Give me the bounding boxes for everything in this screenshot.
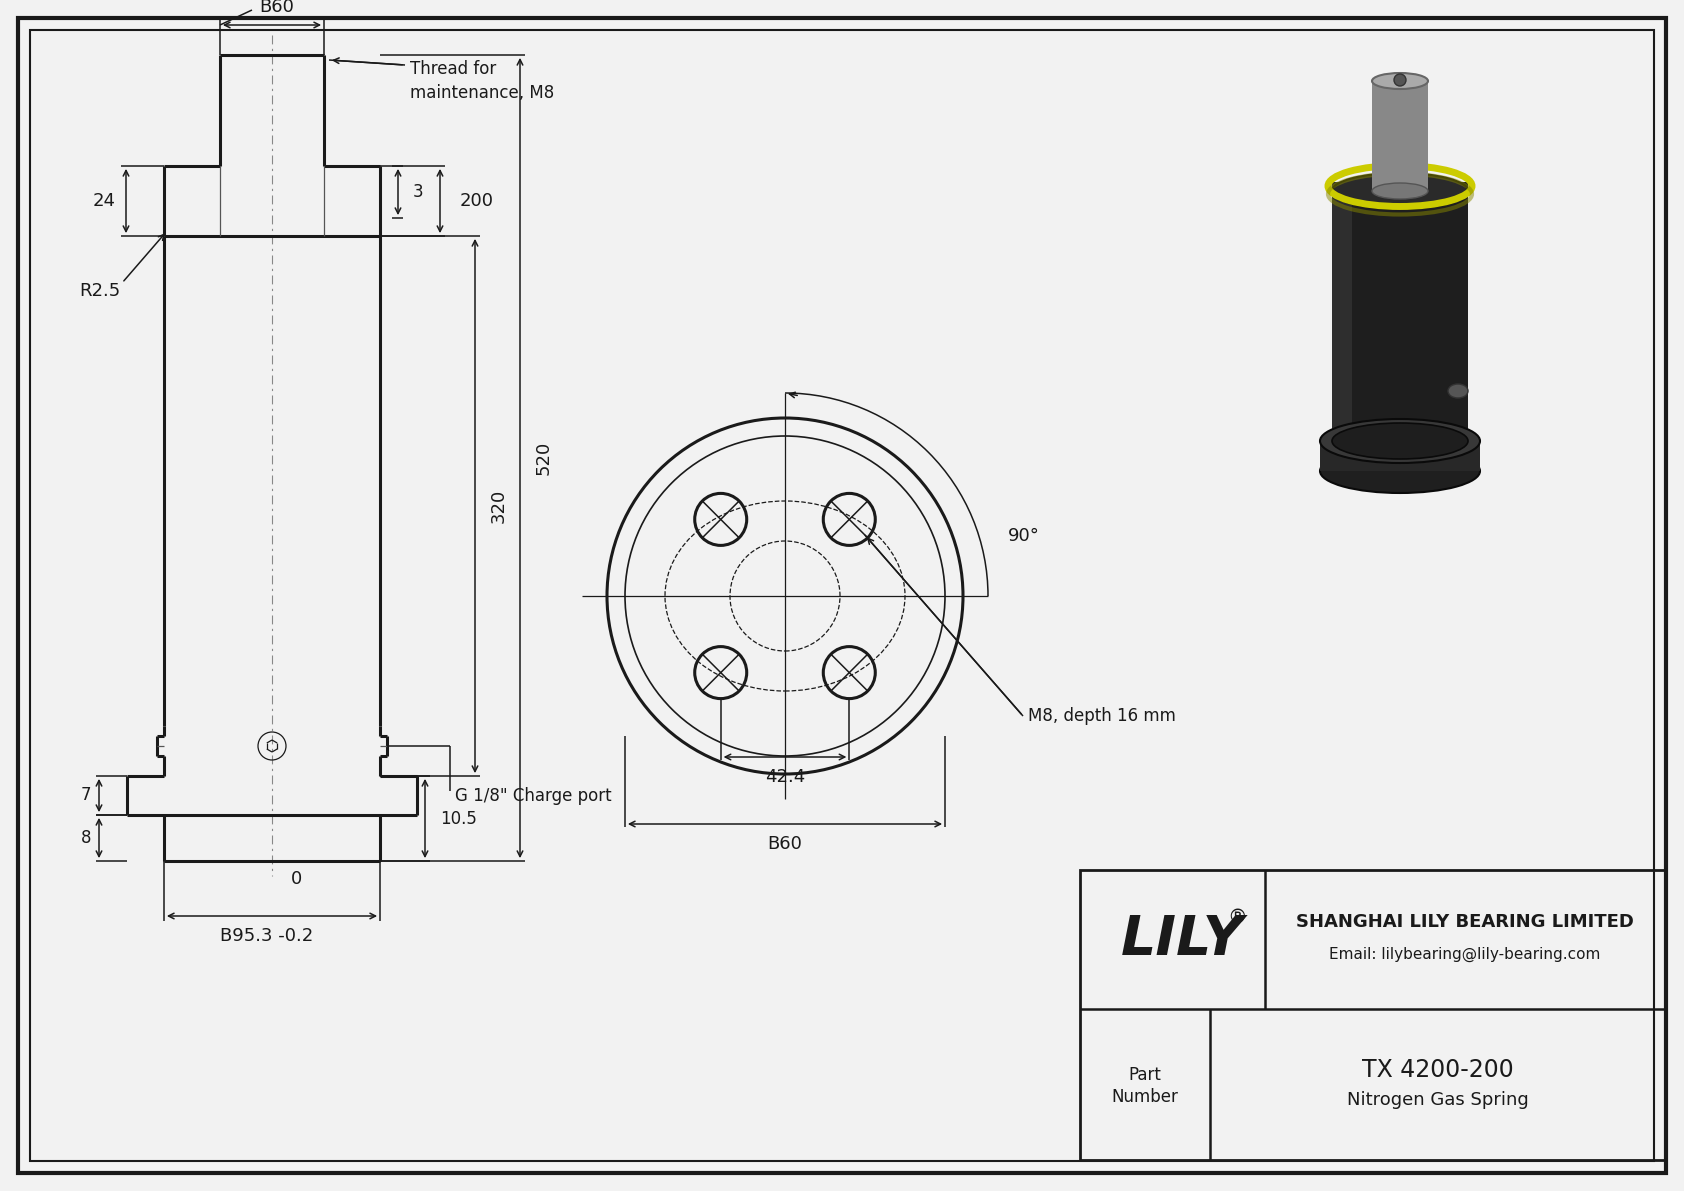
Ellipse shape xyxy=(1320,419,1480,463)
Text: M8, depth 16 mm: M8, depth 16 mm xyxy=(1027,707,1175,725)
Text: 7: 7 xyxy=(81,786,91,804)
Text: 0: 0 xyxy=(291,869,303,888)
Text: 320: 320 xyxy=(490,488,509,523)
Text: 200: 200 xyxy=(460,192,493,210)
Text: 90°: 90° xyxy=(1009,526,1041,545)
Text: Β60: Β60 xyxy=(259,0,295,15)
FancyBboxPatch shape xyxy=(1332,182,1468,432)
Circle shape xyxy=(1394,74,1406,86)
Text: Thread for
maintenance, M8: Thread for maintenance, M8 xyxy=(409,60,554,101)
Text: 3: 3 xyxy=(413,183,424,201)
Text: 520: 520 xyxy=(536,441,552,475)
Text: G 1/8" Charge port: G 1/8" Charge port xyxy=(455,787,611,805)
Text: LILY: LILY xyxy=(1120,912,1243,967)
Ellipse shape xyxy=(1332,423,1468,459)
FancyBboxPatch shape xyxy=(1332,182,1352,432)
Text: ®: ® xyxy=(1228,908,1246,927)
Text: 42.4: 42.4 xyxy=(765,768,805,786)
Text: R2.5: R2.5 xyxy=(79,282,120,300)
Ellipse shape xyxy=(1448,384,1468,398)
Text: Part: Part xyxy=(1128,1066,1162,1084)
Ellipse shape xyxy=(1332,173,1468,208)
Ellipse shape xyxy=(1320,449,1480,493)
Text: Number: Number xyxy=(1111,1087,1179,1105)
Text: Email: lilybearing@lily-bearing.com: Email: lilybearing@lily-bearing.com xyxy=(1329,947,1601,962)
FancyBboxPatch shape xyxy=(1372,81,1428,191)
Ellipse shape xyxy=(1372,73,1428,89)
Text: SHANGHAI LILY BEARING LIMITED: SHANGHAI LILY BEARING LIMITED xyxy=(1297,912,1633,930)
Text: Β95.3 -0.2: Β95.3 -0.2 xyxy=(221,927,313,944)
Text: Β60: Β60 xyxy=(768,835,803,853)
Bar xyxy=(1079,869,1665,1160)
Text: 8: 8 xyxy=(81,829,91,847)
Ellipse shape xyxy=(1372,183,1428,199)
Text: TX 4200-200: TX 4200-200 xyxy=(1362,1058,1514,1081)
FancyBboxPatch shape xyxy=(1320,441,1480,470)
Text: 24: 24 xyxy=(93,192,116,210)
Text: 10.5: 10.5 xyxy=(440,810,477,828)
Text: Nitrogen Gas Spring: Nitrogen Gas Spring xyxy=(1347,1091,1529,1109)
